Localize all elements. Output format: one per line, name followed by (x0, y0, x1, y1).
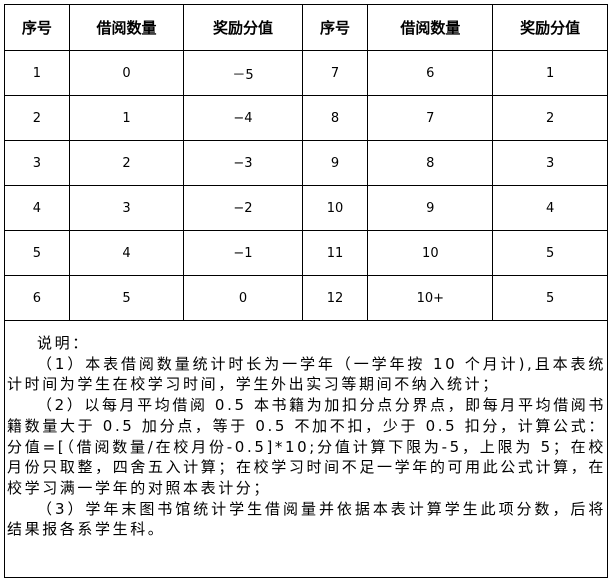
table-cell: 12 (301, 275, 369, 321)
header-cell: 借阅数量 (367, 4, 494, 51)
table-cell: 5 (492, 230, 608, 276)
table-row: 3 2 −3 9 8 3 (4, 140, 608, 186)
table-cell: 4 (492, 185, 608, 231)
table-cell: 7 (367, 95, 494, 141)
table-cell: 7 (301, 50, 369, 96)
note-item: （1）本表借阅数量统计时长为一学年（一学年按 10 个月计),且本表统计时间为学… (7, 354, 606, 394)
note-item: （2）以每月平均借阅 0.5 本书籍为加扣分点分界点，即每月平均借阅书籍数量大于… (7, 396, 606, 497)
table-cell: 9 (301, 140, 369, 186)
table-cell: 2 (68, 140, 185, 186)
table-cell: 3 (492, 140, 608, 186)
header-cell: 借阅数量 (68, 4, 185, 51)
header-row: 序号 借阅数量 奖励分值 序号 借阅数量 奖励分值 (4, 4, 608, 51)
reward-table: 序号 借阅数量 奖励分值 序号 借阅数量 奖励分值 1 0 －5 7 6 1 2 1 −4 8 7 2… (4, 4, 608, 578)
table-cell: 4 (4, 185, 70, 231)
table-cell: 10 (301, 185, 369, 231)
table-cell: 5 (68, 275, 185, 321)
table-cell: 2 (4, 95, 70, 141)
table-cell: 11 (301, 230, 369, 276)
table-cell: 5 (4, 230, 70, 276)
header-cell: 奖励分值 (183, 4, 303, 51)
table-row: 2 1 −4 8 7 2 (4, 95, 608, 141)
table-cell: 8 (367, 140, 494, 186)
table-cell: 4 (68, 230, 185, 276)
header-cell: 序号 (301, 4, 369, 51)
table-cell: 1 (492, 50, 608, 96)
header-cell: 序号 (4, 4, 70, 51)
table-cell: 0 (183, 275, 303, 321)
table-row: 5 4 −1 11 10 5 (4, 230, 608, 276)
table-cell: 2 (492, 95, 608, 141)
table-cell: 10 (367, 230, 494, 276)
table-row: 1 0 －5 7 6 1 (4, 50, 608, 96)
table-row: 4 3 −2 10 9 4 (4, 185, 608, 231)
notes-cell: 说明： （1）本表借阅数量统计时长为一学年（一学年按 10 个月计),且本表统计… (4, 320, 608, 578)
table-cell: −3 (183, 140, 303, 186)
table-cell: −4 (183, 95, 303, 141)
header-cell: 奖励分值 (492, 4, 608, 51)
table-cell: 1 (68, 95, 185, 141)
notes-row: 说明： （1）本表借阅数量统计时长为一学年（一学年按 10 个月计),且本表统计… (4, 320, 608, 578)
table-cell: 3 (68, 185, 185, 231)
table-cell: −2 (183, 185, 303, 231)
table-cell: 6 (367, 50, 494, 96)
table-cell: 5 (492, 275, 608, 321)
table-cell: 9 (367, 185, 494, 231)
table-cell: 10+ (367, 275, 494, 321)
table-cell: 1 (4, 50, 70, 96)
table-cell: －5 (183, 50, 303, 96)
table-cell: 8 (301, 95, 369, 141)
note-item: （3）学年末图书馆统计学生借阅量并依据本表计算学生此项分数，后将结果报各系学生科… (7, 499, 606, 539)
table-row: 6 5 0 12 10+ 5 (4, 275, 608, 321)
table-cell: 3 (4, 140, 70, 186)
table-cell: 0 (68, 50, 185, 96)
notes-title: 说明： (37, 334, 90, 352)
table-cell: −1 (183, 230, 303, 276)
table-cell: 6 (4, 275, 70, 321)
